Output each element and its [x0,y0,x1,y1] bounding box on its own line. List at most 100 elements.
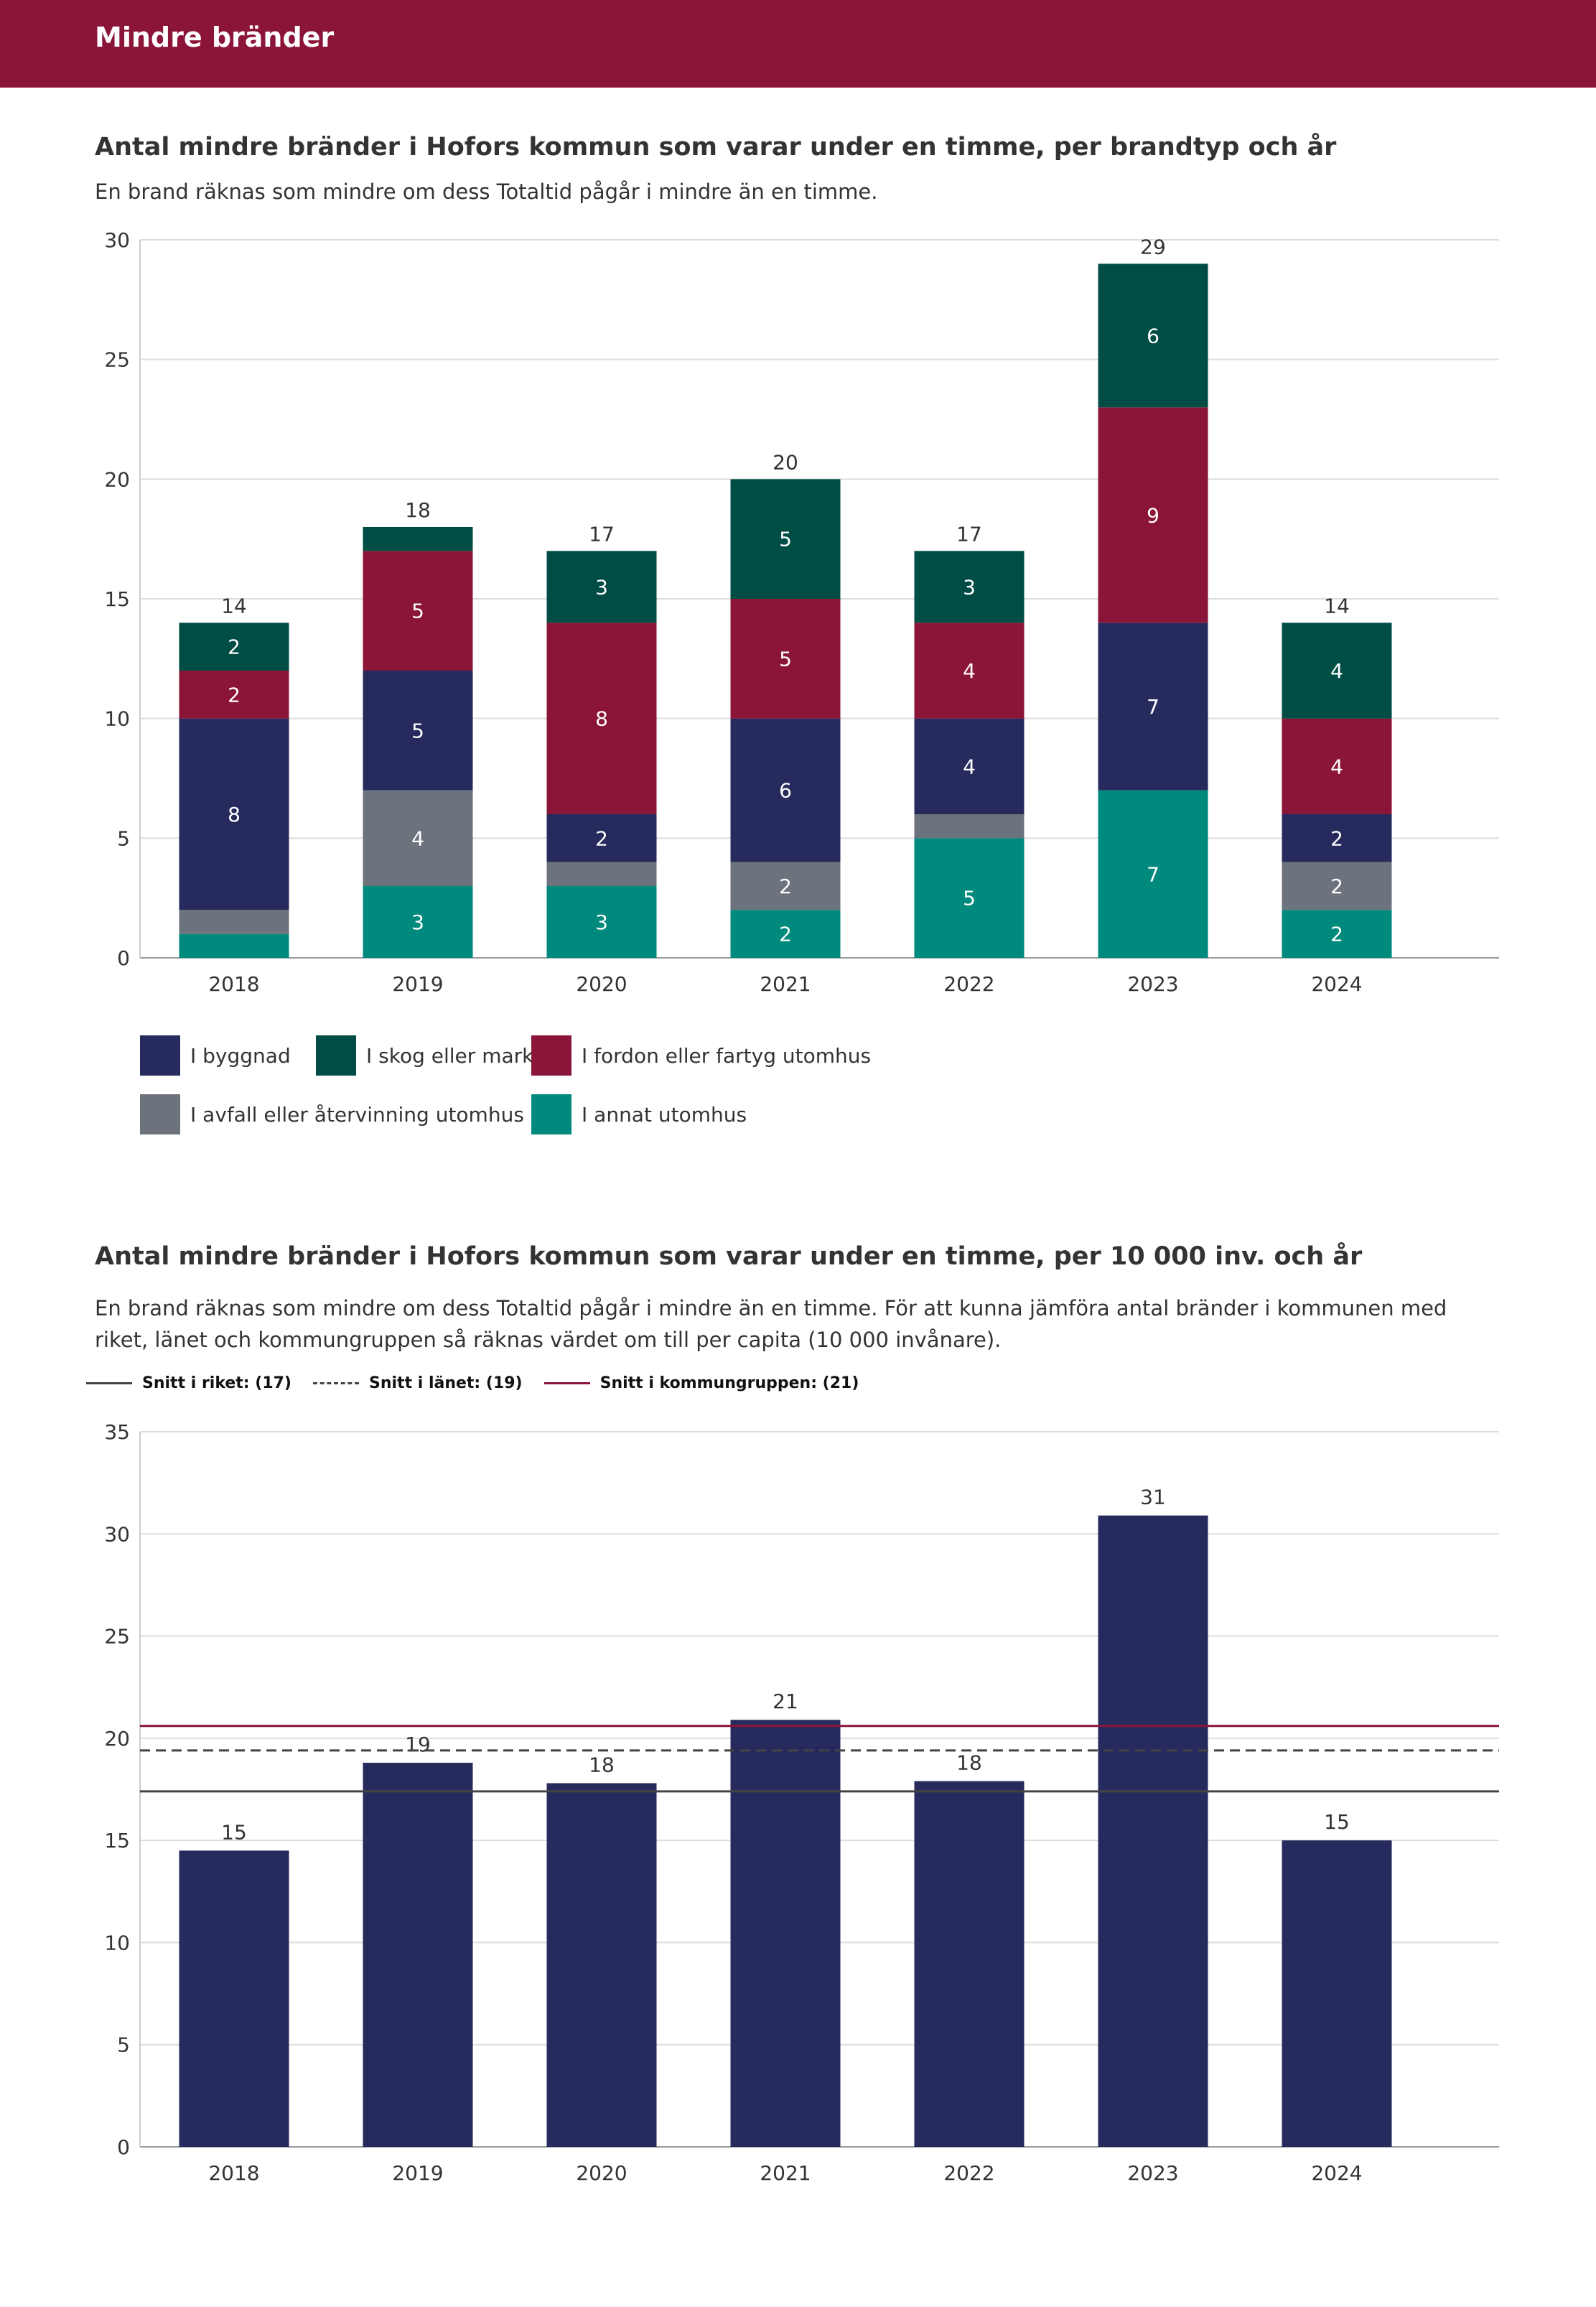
y-tick-label: 15 [104,1829,130,1852]
bar [914,1781,1025,2147]
x-tick-label: 2022 [943,2161,994,2185]
bar-segment [546,886,657,958]
bar [1282,1840,1392,2147]
legend-item: I annat utomhus [531,1094,747,1134]
bar-segment [546,814,657,862]
bar-total-label: 17 [589,522,615,546]
bar-segment-label: 5 [411,719,424,742]
x-tick-label: 2018 [208,2161,259,2185]
reference-legend-label: Snitt i kommungruppen: (21) [599,1374,859,1392]
bar-segment [730,910,841,958]
legend-swatch [531,1094,571,1134]
bar-total-label: 20 [773,450,798,474]
y-tick-label: 10 [104,1931,130,1954]
chart1-stacked-bar-chart: 0510152025308221420183455182019328317202… [104,228,1499,996]
legend-item: I skog eller mark [316,1035,533,1076]
bar-segment-label: 2 [1330,826,1343,850]
chart2-bar-chart: 0 5 10 15 20 25 30 35 15 2018 19 2019 18 2020 21 2021 18… [104,1420,1499,2185]
bar-segment [179,933,289,958]
bar-segment-label: 3 [963,575,976,599]
bar-segment-label: 2 [595,826,608,850]
bar [363,1763,473,2147]
bar [546,1783,657,2147]
reference-legend-label: Snitt i länet: (19) [369,1374,523,1392]
y-tick-label: 25 [104,348,130,372]
chart2-subtitle: En brand räknas som mindre om dess Total… [95,1296,1447,1352]
y-tick-label: 20 [104,467,130,491]
bar-segment-label: 5 [963,887,976,910]
legend-item: I avfall eller återvinning utomhus [140,1094,524,1134]
y-tick-label: 30 [104,1522,130,1546]
bar-segment [914,814,1025,839]
chart2-title: Antal mindre bränder i Hofors kommun som… [95,1242,1363,1271]
bar-segment-label: 2 [779,875,792,898]
bar-total-label: 14 [1324,594,1350,617]
x-tick-label: 2023 [1127,2161,1178,2185]
y-tick-label: 5 [117,826,130,850]
bar-value-label: 15 [1324,1810,1350,1834]
bar-segment [363,551,473,671]
legend-label: I annat utomhus [582,1102,747,1127]
bar-segment [179,910,289,934]
legend-item: I fordon eller fartyg utomhus [531,1035,871,1076]
bar-segment-label: 2 [1330,875,1343,898]
bar-segment-label: 4 [1330,659,1343,683]
x-tick-label: 2024 [1311,972,1362,996]
bar-value-label: 31 [1140,1486,1166,1509]
x-tick-label: 2023 [1127,972,1178,996]
bar-segment [1282,910,1392,958]
bar-segment [546,551,657,623]
y-tick-label: 25 [104,1625,130,1649]
legend-label: I avfall eller återvinning utomhus [190,1102,524,1127]
legend-label: I fordon eller fartyg utomhus [582,1043,872,1068]
legend-swatch [316,1035,356,1076]
y-tick-label: 10 [104,707,130,731]
bar-total-label: 14 [221,594,247,617]
y-tick-label: 15 [104,587,130,611]
reference-legend-item: Snitt i kommungruppen: (21) [543,1374,859,1392]
bar-segment-label: 2 [779,923,792,946]
legend-item: I byggnad [140,1035,291,1076]
bar-segment-label: 6 [1147,324,1159,348]
bar-segment [730,718,841,862]
bar-segment [179,671,289,719]
legend-swatch [531,1035,571,1076]
bar-segment [363,527,473,551]
bar-total-label: 18 [405,498,431,522]
legend-swatch [140,1094,180,1134]
bar-total-label: 29 [1140,235,1166,258]
bar-segment-label: 3 [595,575,608,599]
bar-segment [363,790,473,886]
legend-label: I skog eller mark [366,1043,534,1068]
bar-segment-label: 4 [411,826,424,850]
bar-value-label: 18 [956,1751,982,1775]
y-tick-label: 0 [117,2135,130,2159]
page-header: Mindre bränder [0,0,1596,88]
legend-label: I byggnad [190,1043,291,1068]
reference-legend-item: Snitt i länet: (19) [313,1374,523,1392]
x-tick-label: 2019 [392,2161,443,2185]
bar-segment [730,862,841,910]
bar-segment [179,623,289,671]
y-tick-label: 30 [104,228,130,252]
bar-value-label: 21 [773,1690,798,1713]
bar-segment-label: 2 [228,635,241,659]
bar-segment [1098,623,1208,791]
bar-segment-label: 8 [228,803,241,826]
bar-segment-label: 4 [963,659,976,683]
x-tick-label: 2018 [208,972,259,996]
bar-segment-label: 4 [963,755,976,778]
bar-value-label: 18 [589,1753,615,1776]
bar-segment [1098,790,1208,958]
bar-segment-label: 5 [779,528,792,551]
bar-segment [363,886,473,958]
y-tick-label: 0 [117,946,130,970]
x-tick-label: 2020 [576,2161,627,2185]
reference-legend-line [543,1382,590,1384]
x-tick-label: 2020 [576,972,627,996]
bar-segment-label: 4 [1330,755,1343,778]
bar-segment-label: 9 [1147,503,1159,527]
bar [179,1850,289,2147]
bar-segment-label: 7 [1147,695,1159,719]
bar-segment [914,623,1025,719]
